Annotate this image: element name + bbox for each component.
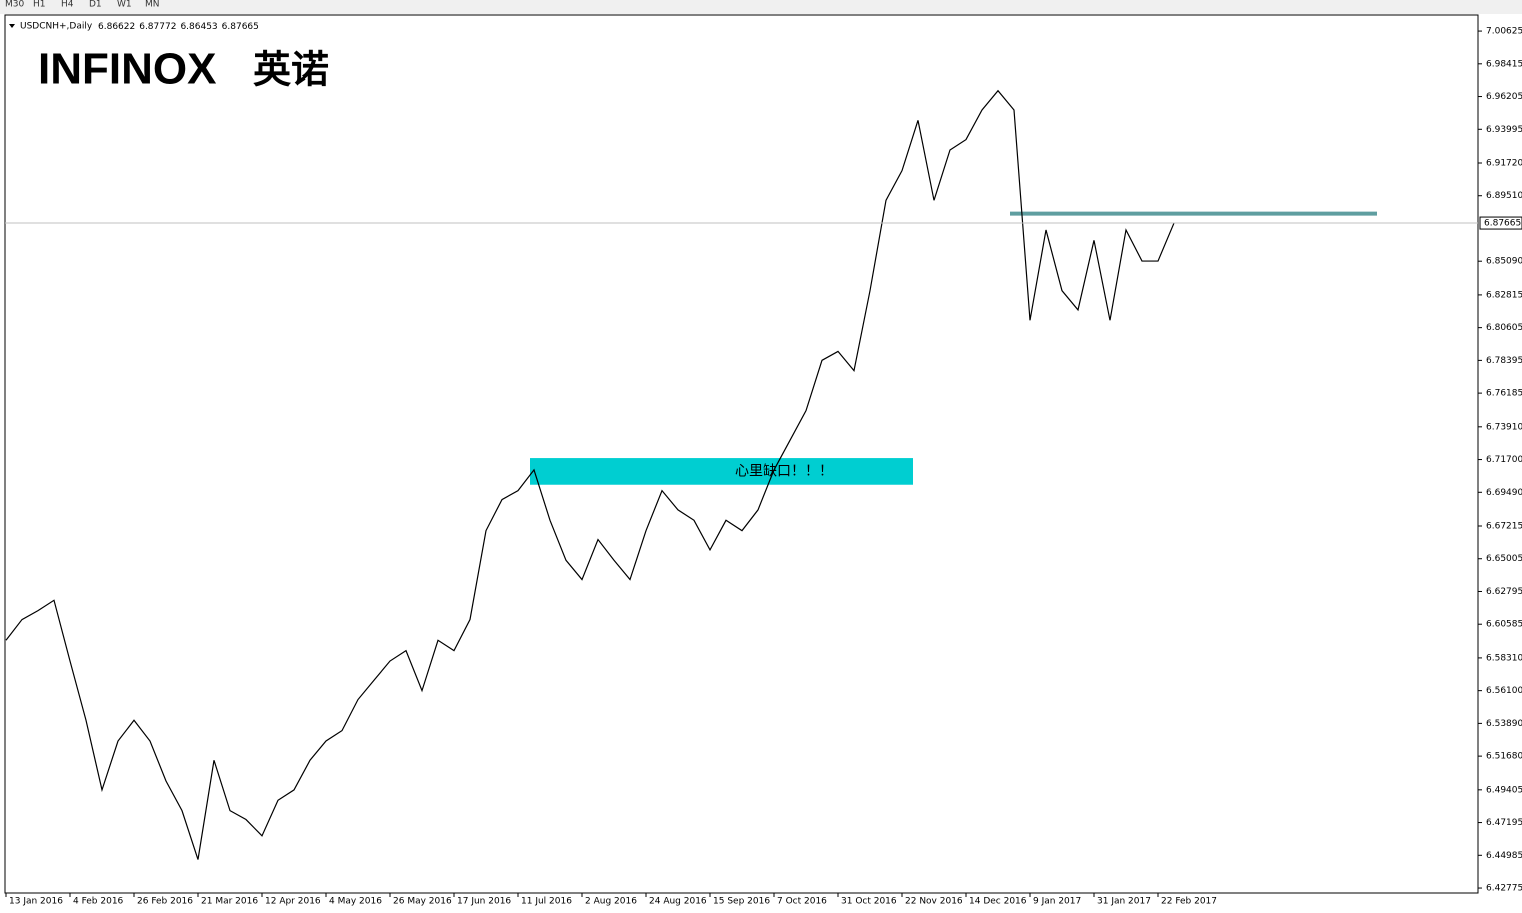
x-tick-label: 26 May 2016 xyxy=(393,897,452,907)
x-tick-label: 22 Feb 2017 xyxy=(1161,897,1217,907)
y-tick-label: 6.89510 xyxy=(1486,191,1522,201)
x-tick-label: 15 Sep 2016 xyxy=(713,897,770,907)
x-tick-label: 17 Jun 2016 xyxy=(457,897,511,907)
y-tick-label: 6.67215 xyxy=(1486,521,1522,531)
y-tick-label: 6.76185 xyxy=(1486,389,1522,399)
y-tick-label: 6.82815 xyxy=(1486,290,1522,300)
y-tick-label: 6.49405 xyxy=(1486,785,1522,795)
y-tick-label: 6.42775 xyxy=(1486,884,1522,894)
chart-title: USDCNH+,Daily xyxy=(20,22,93,32)
x-tick-label: 24 Aug 2016 xyxy=(649,897,707,907)
x-tick-label: 22 Nov 2016 xyxy=(905,897,963,907)
timeframe-tab[interactable]: MN xyxy=(145,0,160,10)
logo-brand: INFINOX xyxy=(38,45,216,94)
y-tick-label: 6.58310 xyxy=(1486,653,1522,663)
timeframe-tab[interactable]: W1 xyxy=(117,0,132,10)
y-tick-label: 6.51680 xyxy=(1486,752,1522,762)
x-tick-label: 4 Feb 2016 xyxy=(73,897,124,907)
price-line xyxy=(5,89,1175,860)
y-tick-label: 6.78395 xyxy=(1486,356,1522,366)
y-tick-label: 6.73910 xyxy=(1486,422,1522,432)
gap-zone-label: 心里缺口！！！ xyxy=(735,463,833,479)
x-tick-label: 7 Oct 2016 xyxy=(777,897,827,907)
x-tick-label: 26 Feb 2016 xyxy=(137,897,193,907)
plot-area xyxy=(4,14,1479,894)
y-tick-label: 6.44985 xyxy=(1486,851,1522,861)
collapse-icon[interactable] xyxy=(9,24,15,28)
ohlc-value: 6.87772 xyxy=(139,22,176,32)
timeframe-tab[interactable]: H1 xyxy=(33,0,46,10)
timeframe-tab[interactable]: M30 xyxy=(5,0,24,10)
x-tick-label: 21 Mar 2016 xyxy=(201,897,258,907)
y-tick-label: 6.71700 xyxy=(1486,455,1522,465)
x-tick-label: 31 Jan 2017 xyxy=(1097,897,1151,907)
y-tick-label: 6.93995 xyxy=(1486,125,1522,135)
y-tick-label: 6.65005 xyxy=(1486,554,1522,564)
timeframe-tab[interactable]: H4 xyxy=(61,0,74,10)
ohlc-value: 6.86622 xyxy=(98,22,135,32)
x-tick-label: 2 Aug 2016 xyxy=(585,897,637,907)
y-tick-label: 6.53890 xyxy=(1486,719,1522,729)
y-tick-label: 6.60585 xyxy=(1486,620,1522,630)
toolbar xyxy=(0,0,1522,14)
ohlc-value: 6.86453 xyxy=(180,22,217,32)
x-tick-label: 11 Jul 2016 xyxy=(521,897,572,907)
x-tick-label: 31 Oct 2016 xyxy=(841,897,897,907)
y-tick-label: 6.91720 xyxy=(1486,158,1522,168)
y-tick-label: 6.98415 xyxy=(1486,59,1522,69)
y-tick-label: 6.56100 xyxy=(1486,686,1522,696)
x-tick-label: 9 Jan 2017 xyxy=(1033,897,1081,907)
y-tick-label: 6.80605 xyxy=(1486,323,1522,333)
ohlc-value: 6.87665 xyxy=(222,22,259,32)
logo-chinese: 英诺 xyxy=(253,48,329,92)
x-tick-label: 12 Apr 2016 xyxy=(265,897,321,907)
y-tick-label: 6.62795 xyxy=(1486,587,1522,597)
ohlc-values: 6.86622 6.87772 6.86453 6.87665 xyxy=(98,22,259,32)
current-price-label: 6.87665 xyxy=(1484,219,1521,229)
x-tick-label: 14 Dec 2016 xyxy=(969,897,1027,907)
y-tick-label: 6.69490 xyxy=(1486,488,1522,498)
y-tick-label: 6.85090 xyxy=(1486,257,1522,267)
x-tick-label: 4 May 2016 xyxy=(329,897,382,907)
y-tick-label: 6.96205 xyxy=(1486,92,1522,102)
timeframe-tab[interactable]: D1 xyxy=(89,0,102,10)
gap-zone xyxy=(530,458,913,485)
y-tick-label: 7.00625 xyxy=(1486,27,1522,37)
current-price-box xyxy=(1479,216,1522,230)
y-tick-label: 6.47195 xyxy=(1486,818,1522,828)
x-tick-label: 13 Jan 2016 xyxy=(9,897,63,907)
